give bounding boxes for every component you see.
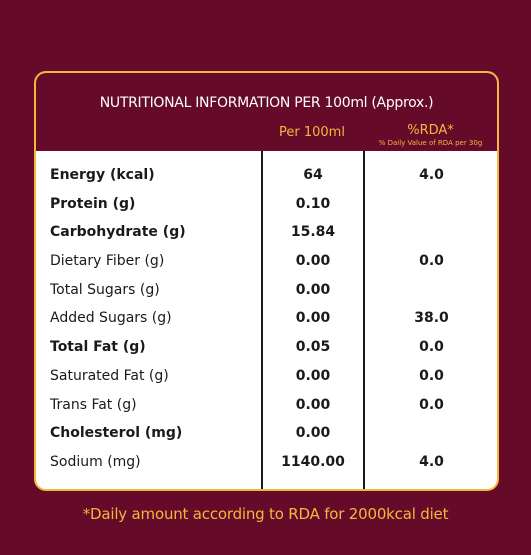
- nutrient-name: Dietary Fiber (g): [50, 253, 165, 270]
- table-row: Dietary Fiber (g) 0.00 0.0: [36, 251, 497, 280]
- column-divider: [261, 151, 263, 489]
- table-row: Protein (g) 0.10: [36, 194, 497, 223]
- table-row: Cholesterol (mg) 0.00: [36, 423, 497, 452]
- table-body: Energy (kcal) 64 4.0 Protein (g) 0.10 Carbohy…: [36, 165, 497, 481]
- table-row: Added Sugars (g) 0.00 38.0: [36, 308, 497, 337]
- nutrient-name: Trans Fat (g): [50, 396, 137, 413]
- rda-value: 0.0: [419, 339, 444, 356]
- nutrient-name: Total Sugars (g): [50, 281, 160, 298]
- rda-value: 0.0: [419, 396, 444, 413]
- rda-value: 4.0: [419, 453, 444, 470]
- table-row: Saturated Fat (g) 0.00 0.0: [36, 366, 497, 395]
- table-row: Total Sugars (g) 0.00: [36, 280, 497, 309]
- table-row: Carbohydrate (g) 15.84: [36, 222, 497, 251]
- per-100ml-value: 15.84: [290, 224, 336, 241]
- table-title: NUTRITIONAL INFORMATION PER 100ml (Appro…: [99, 95, 434, 111]
- per-100ml-value: 0.00: [295, 425, 331, 442]
- per-100ml-value: 0.10: [295, 195, 331, 212]
- nutrition-table: NUTRITIONAL INFORMATION PER 100ml (Appro…: [34, 71, 499, 491]
- table-row: Total Fat (g) 0.05 0.0: [36, 337, 497, 366]
- nutrient-name: Total Fat (g): [50, 339, 146, 356]
- per-100ml-value: 0.00: [295, 367, 331, 384]
- column-divider: [363, 151, 365, 489]
- per-100ml-value: 1140.00: [281, 453, 345, 470]
- table-row: Sodium (mg) 1140.00 4.0: [36, 452, 497, 481]
- nutrient-name: Added Sugars (g): [50, 310, 172, 327]
- nutrient-name: Cholesterol (mg): [50, 425, 183, 442]
- column-header-rda: %RDA*: [407, 123, 454, 138]
- nutrient-name: Saturated Fat (g): [50, 367, 169, 384]
- table-row: Energy (kcal) 64 4.0: [36, 165, 497, 194]
- column-header-rda-note: % Daily Value of RDA per 30g: [378, 139, 483, 147]
- rda-value: 4.0: [419, 167, 444, 183]
- rda-value: 0.0: [419, 253, 444, 270]
- rda-value: 38.0: [414, 310, 449, 327]
- nutrient-name: Sodium (mg): [50, 453, 141, 470]
- column-header-per-100ml: Per 100ml: [279, 125, 345, 140]
- table-row: Trans Fat (g) 0.00 0.0: [36, 395, 497, 424]
- table-header: NUTRITIONAL INFORMATION PER 100ml (Appro…: [36, 73, 497, 151]
- per-100ml-value: 0.00: [295, 281, 331, 298]
- nutrient-name: Carbohydrate (g): [50, 224, 186, 241]
- per-100ml-value: 0.00: [295, 396, 331, 413]
- nutrient-name: Energy (kcal): [50, 167, 155, 183]
- per-100ml-value: 0.00: [295, 310, 331, 327]
- per-100ml-value: 0.05: [295, 339, 331, 356]
- nutrient-name: Protein (g): [50, 195, 136, 212]
- rda-value: 0.0: [419, 367, 444, 384]
- per-100ml-value: 0.00: [295, 253, 331, 270]
- per-100ml-value: 64: [303, 167, 323, 183]
- footnote: *Daily amount according to RDA for 2000k…: [82, 505, 449, 523]
